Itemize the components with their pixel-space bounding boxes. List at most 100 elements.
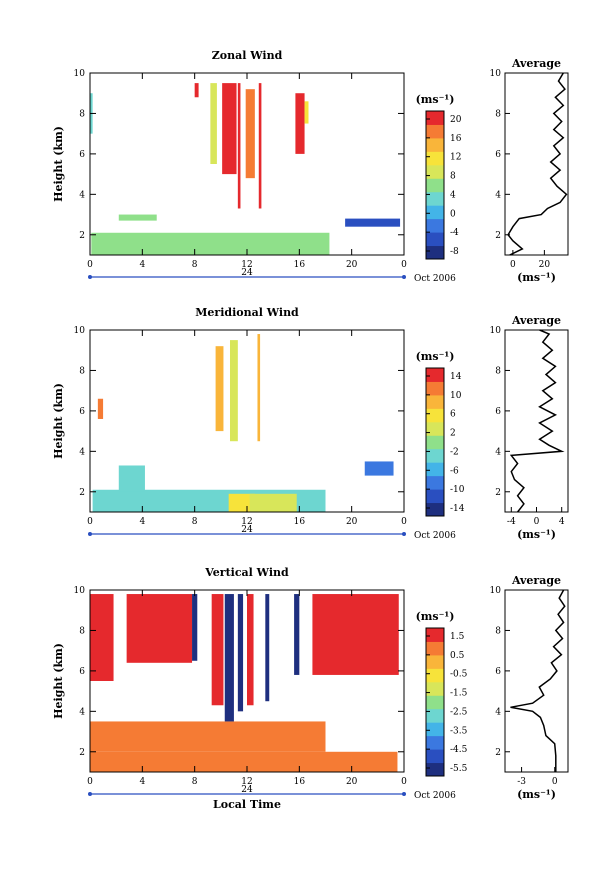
colorbar-swatch: [426, 111, 444, 125]
y-tick-label: 2: [79, 748, 85, 758]
y-tick-label: 2: [79, 488, 85, 498]
heatmap-cell: [228, 493, 255, 512]
colorbar-swatch: [426, 408, 444, 423]
colorbar-unit: (ms⁻¹): [416, 93, 455, 106]
y-tick-label: 8: [79, 366, 85, 376]
colorbar-tick-label: -3.5: [450, 726, 468, 736]
colorbar-swatch: [426, 164, 444, 179]
profile-unit: (ms⁻¹): [517, 271, 556, 284]
colorbar-tick-label: -1.5: [450, 689, 468, 699]
profile-x-tick-label: -3: [517, 777, 526, 787]
profile-y-tick-label: 6: [495, 150, 501, 160]
heatmap-cell: [192, 594, 198, 661]
x-tick-label: 0: [87, 517, 93, 527]
heatmap-cell: [345, 218, 401, 227]
heatmap-cell: [237, 594, 244, 712]
colorbar-swatch: [426, 448, 444, 463]
x-tick-label: 20: [346, 517, 358, 527]
colorbar-tick-label: 0.5: [450, 651, 465, 661]
heatmap-cell: [229, 340, 238, 442]
colorbar-swatch: [426, 124, 444, 139]
x-tick-label: 16: [294, 260, 306, 270]
colorbar-tick-label: 0: [450, 209, 456, 219]
colorbar-swatch: [426, 381, 444, 396]
y-axis-label: Height (km): [52, 126, 65, 202]
y-axis-label: Height (km): [52, 643, 65, 719]
heatmap-cell: [118, 465, 145, 492]
y-axis-label: Height (km): [52, 383, 65, 459]
x-axis-label: Local Time: [213, 798, 281, 811]
heatmap-cell: [210, 83, 217, 164]
colorbar-frame: [425, 110, 445, 260]
colorbar-tick-label: 14: [450, 372, 462, 382]
heatmap-cell: [215, 346, 224, 432]
colorbar-tick-label: 6: [450, 410, 456, 420]
colorbar-swatch: [426, 137, 444, 152]
profile-y-tick-label: 2: [495, 488, 501, 498]
colorbar-tick-label: 8: [450, 172, 456, 182]
y-tick-label: 6: [79, 667, 85, 677]
profile-y-tick-label: 6: [495, 667, 501, 677]
colorbar-swatch: [426, 749, 444, 764]
colorbar-swatch: [426, 245, 444, 260]
heatmap-cell: [90, 721, 326, 752]
heatmap-cell: [118, 214, 157, 221]
profile-line: [510, 589, 566, 772]
heatmap-cell: [249, 493, 297, 512]
chart-title: Vertical Wind: [204, 566, 289, 579]
colorbar-tick-label: 12: [450, 153, 461, 163]
day-axis-start: [88, 532, 92, 536]
colorbar-swatch: [426, 502, 444, 517]
colorbar-swatch: [426, 708, 444, 723]
y-tick-label: 10: [74, 586, 86, 596]
colorbar-swatch: [426, 421, 444, 436]
heatmap-cell: [90, 751, 398, 772]
chart-title: Meridional Wind: [195, 306, 299, 319]
x-tick-label: 4: [139, 517, 145, 527]
heatmap-cell: [90, 594, 114, 681]
colorbar-tick-label: 1.5: [450, 632, 465, 642]
profile-y-tick-label: 2: [495, 748, 501, 758]
heatmap-cell: [312, 594, 399, 675]
y-tick-label: 6: [79, 150, 85, 160]
x-tick-label: 8: [192, 777, 198, 787]
y-tick-label: 8: [79, 626, 85, 636]
colorbar-swatch: [426, 681, 444, 696]
colorbar-tick-label: -10: [450, 485, 465, 495]
profile-y-tick-label: 4: [495, 190, 501, 200]
colorbar-swatch: [426, 735, 444, 750]
profile-frame: [504, 329, 569, 513]
colorbar-tick-label: 4: [450, 190, 456, 200]
profile-x-tick-label: 0: [534, 517, 540, 527]
colorbar-tick-label: -4.5: [450, 745, 468, 755]
x-tick-label: 0: [401, 260, 407, 270]
profile-y-tick-label: 10: [490, 326, 502, 336]
profile-y-tick-label: 8: [495, 109, 501, 119]
colorbar-tick-label: -6: [450, 466, 459, 476]
heatmap-cell: [294, 594, 300, 675]
day-label: 24: [241, 525, 253, 535]
colorbar-swatch: [426, 475, 444, 490]
heatmap-cell: [126, 594, 193, 663]
y-tick-label: 2: [79, 231, 85, 241]
heatmap-cell: [257, 334, 261, 442]
profile-x-tick-label: 0: [552, 777, 558, 787]
colorbar-swatch: [426, 654, 444, 669]
day-label: 24: [241, 785, 253, 795]
profile-y-tick-label: 4: [495, 447, 501, 457]
colorbar-swatch: [426, 394, 444, 409]
colorbar-swatch: [426, 695, 444, 710]
colorbar-swatch: [426, 722, 444, 737]
colorbar-frame: [425, 367, 445, 517]
profile-y-tick-label: 8: [495, 366, 501, 376]
colorbar-unit: (ms⁻¹): [416, 350, 455, 363]
x-tick-label: 0: [401, 777, 407, 787]
x-tick-label: 16: [294, 777, 306, 787]
x-tick-label: 12: [241, 517, 252, 527]
heatmap-cell: [265, 594, 270, 702]
colorbar-tick-label: 16: [450, 134, 462, 144]
heatmap-cells: [90, 594, 399, 772]
x-tick-label: 20: [346, 260, 358, 270]
x-tick-label: 20: [346, 777, 358, 787]
